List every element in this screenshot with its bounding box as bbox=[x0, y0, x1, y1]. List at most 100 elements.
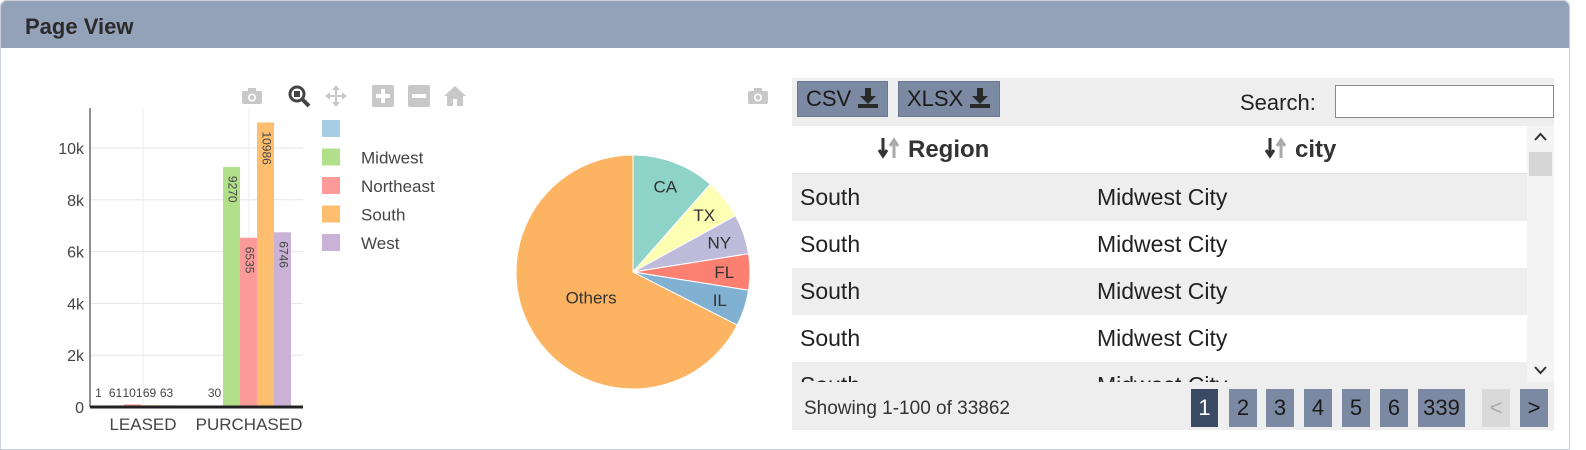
table-row[interactable]: South Midwest City bbox=[792, 221, 1527, 268]
y-tick-label: 8k bbox=[67, 193, 85, 210]
bar-value-label: 6746 bbox=[277, 241, 291, 268]
bar-value-label: 69 bbox=[143, 386, 157, 400]
sort-icon bbox=[877, 137, 900, 159]
y-tick-label: 6k bbox=[67, 245, 85, 262]
search-input[interactable] bbox=[1335, 85, 1554, 118]
pie-label: Others bbox=[566, 289, 617, 308]
column-header-label: city bbox=[1295, 136, 1337, 163]
pie-chart: CA TX NY FL IL Others bbox=[515, 154, 751, 390]
category-label: LEASED bbox=[109, 415, 176, 434]
pan-icon[interactable] bbox=[324, 84, 348, 108]
y-tick-label: 4k bbox=[67, 296, 85, 313]
legend-swatch bbox=[322, 177, 340, 194]
bar-value-label: 6535 bbox=[243, 247, 257, 274]
region-cell: South bbox=[800, 278, 861, 304]
scroll-up-icon[interactable] bbox=[1533, 130, 1548, 145]
zoom-in-icon[interactable] bbox=[371, 84, 395, 108]
next-page-button[interactable]: > bbox=[1520, 389, 1548, 427]
legend-item[interactable]: South bbox=[322, 205, 405, 225]
city-cell: Midwest City bbox=[1097, 231, 1228, 257]
column-header-region[interactable]: Region bbox=[877, 136, 990, 164]
city-cell: Midwest City bbox=[1097, 278, 1228, 304]
panel-title: Page View bbox=[25, 14, 134, 39]
csv-export-button[interactable]: CSV bbox=[797, 81, 888, 117]
bar[interactable] bbox=[274, 232, 291, 407]
pie-label: TX bbox=[693, 206, 715, 225]
table-toolbar: CSV XLSX Search: bbox=[792, 78, 1554, 126]
pie-slices[interactable] bbox=[515, 154, 751, 390]
table-row[interactable]: South Midwest City bbox=[792, 174, 1527, 221]
page-2-button[interactable]: 2 bbox=[1229, 389, 1257, 427]
legend-swatch bbox=[322, 234, 340, 251]
table-body: South Midwest City South Midwest City So… bbox=[792, 174, 1527, 386]
legend-item[interactable]: Northeast bbox=[322, 177, 435, 196]
y-tick-label: 2k bbox=[67, 348, 85, 365]
page-5-button[interactable]: 5 bbox=[1342, 389, 1370, 427]
pie-camera-icon[interactable] bbox=[746, 84, 770, 108]
pie-label: FL bbox=[714, 263, 734, 282]
table-row[interactable]: South Midwest City bbox=[792, 268, 1527, 315]
city-cell: Midwest City bbox=[1097, 184, 1228, 210]
category-label: PURCHASED bbox=[196, 415, 303, 434]
legend-label: West bbox=[361, 234, 400, 253]
table-footer: Showing 1-100 of 33862 1 2 3 4 5 6 339 <… bbox=[792, 382, 1554, 430]
bar-chart-y-ticks: 0 2k 4k 6k 8k 10k bbox=[58, 141, 85, 417]
pie-label: IL bbox=[713, 291, 727, 310]
table-scrollbar[interactable] bbox=[1527, 126, 1554, 386]
pie-slice[interactable] bbox=[632, 154, 712, 274]
page-339-button[interactable]: 339 bbox=[1418, 389, 1465, 427]
table-row[interactable]: South Midwest City bbox=[792, 315, 1527, 362]
pie-labels: CA TX NY FL IL Others bbox=[566, 178, 735, 311]
zoom-icon[interactable] bbox=[287, 84, 311, 108]
y-tick-label: 0 bbox=[75, 400, 84, 417]
prev-page-button[interactable]: < bbox=[1482, 389, 1510, 427]
table-header: Region city bbox=[792, 126, 1527, 174]
zoom-out-icon[interactable] bbox=[407, 84, 431, 108]
pie-label: CA bbox=[653, 178, 677, 197]
data-table: CSV XLSX Search: Region city South Midwe… bbox=[792, 78, 1554, 430]
legend-swatch bbox=[322, 205, 340, 223]
bar[interactable] bbox=[240, 237, 257, 407]
bar-chart-bars bbox=[90, 122, 291, 408]
column-header-city[interactable]: city bbox=[1264, 136, 1337, 164]
bar-chart-legend[interactable]: Midwest Northeast South West bbox=[322, 120, 435, 253]
legend-item[interactable]: West bbox=[322, 234, 400, 253]
bar-value-label: 101 bbox=[122, 386, 142, 400]
bar[interactable] bbox=[257, 122, 274, 408]
bar[interactable] bbox=[223, 166, 240, 407]
legend-label: South bbox=[361, 206, 405, 225]
bar-chart-categories: LEASED PURCHASED bbox=[109, 415, 302, 434]
page-1-button[interactable]: 1 bbox=[1191, 389, 1218, 427]
home-icon[interactable] bbox=[443, 84, 467, 108]
page-4-button[interactable]: 4 bbox=[1304, 389, 1332, 427]
showing-count: Showing 1-100 of 33862 bbox=[804, 398, 1010, 419]
page-6-button[interactable]: 6 bbox=[1380, 389, 1408, 427]
bar-value-label: 63 bbox=[160, 386, 174, 400]
legend-label: Midwest bbox=[361, 149, 424, 168]
region-cell: South bbox=[800, 325, 861, 351]
legend-item[interactable] bbox=[322, 120, 340, 137]
bar-chart-data-labels: 1 61 101 69 63 30 9270 6535 10986 6746 bbox=[95, 131, 290, 400]
camera-icon[interactable] bbox=[240, 84, 264, 108]
bar-chart-modebar bbox=[240, 84, 470, 110]
city-cell: Midwest City bbox=[1097, 325, 1228, 351]
bar-chart: 0 2k 4k 6k 8k 10k 1 61 101 69 63 30 9270 6535 10986 67… bbox=[58, 108, 435, 434]
search-label: Search: bbox=[1240, 90, 1316, 115]
bar-value-label: 10986 bbox=[260, 131, 274, 165]
scroll-down-icon[interactable] bbox=[1533, 362, 1548, 377]
xlsx-export-button[interactable]: XLSX bbox=[898, 81, 1000, 117]
panel-header: Page View bbox=[1, 1, 1569, 48]
page-3-button[interactable]: 3 bbox=[1266, 389, 1294, 427]
y-tick-label: 10k bbox=[58, 141, 85, 158]
download-icon bbox=[858, 88, 879, 108]
xlsx-export-label: XLSX bbox=[907, 86, 964, 111]
pie-slice[interactable] bbox=[515, 154, 738, 390]
region-cell: South bbox=[800, 184, 861, 210]
scrollbar-thumb[interactable] bbox=[1529, 152, 1552, 176]
column-header-label: Region bbox=[908, 136, 990, 163]
bar-value-label: 1 bbox=[95, 386, 102, 400]
legend-swatch bbox=[322, 120, 340, 137]
legend-swatch bbox=[322, 148, 340, 166]
legend-item[interactable]: Midwest bbox=[322, 148, 424, 168]
pie-label: NY bbox=[708, 233, 732, 252]
